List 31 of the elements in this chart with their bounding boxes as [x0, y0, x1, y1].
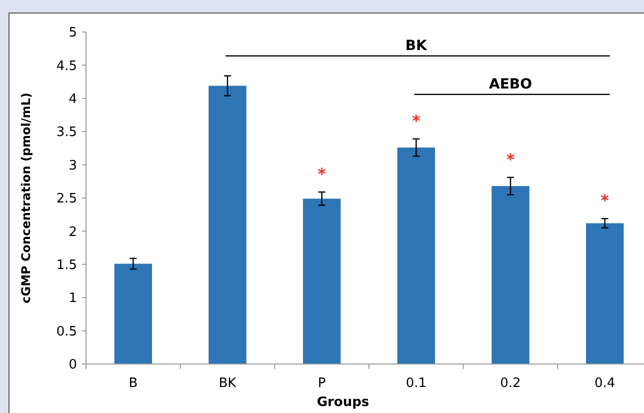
x-tick-label: 0.1 [406, 376, 427, 391]
y-tick-label: 1 [68, 291, 77, 306]
x-tick-label: P [318, 376, 326, 391]
x-tick-label: BK [218, 376, 237, 391]
y-tick-label: 5 [68, 26, 77, 41]
annotation: BK [405, 38, 428, 54]
bar [302, 198, 341, 364]
bar [586, 223, 624, 364]
y-axis-title: cGMP Concentration (pmol/mL) [19, 92, 33, 304]
y-tick-label: 2.5 [56, 192, 77, 207]
annotation: * [412, 112, 421, 131]
y-tick-label: 3.5 [56, 125, 77, 140]
bar [492, 186, 530, 364]
y-tick-label: 4.5 [56, 58, 77, 74]
y-tick-label: 3 [68, 158, 77, 174]
bar [397, 148, 436, 364]
annotation: * [600, 191, 610, 210]
annotation: * [318, 164, 327, 184]
annotation: AEBO [489, 76, 532, 93]
annotation: * [506, 150, 516, 170]
y-tick-label: 1.5 [56, 258, 77, 273]
x-tick-label: B [128, 376, 138, 391]
x-tick-label: 0.4 [594, 376, 616, 391]
bar [208, 86, 246, 364]
y-tick-label: 4 [68, 92, 77, 107]
y-tick-label: 0.5 [56, 324, 77, 340]
x-axis-title: Groups [316, 395, 370, 410]
x-tick-label: 0.2 [500, 376, 521, 391]
y-tick-label: 2 [68, 224, 77, 240]
y-tick-label: 0 [68, 358, 77, 373]
bar [114, 264, 152, 364]
